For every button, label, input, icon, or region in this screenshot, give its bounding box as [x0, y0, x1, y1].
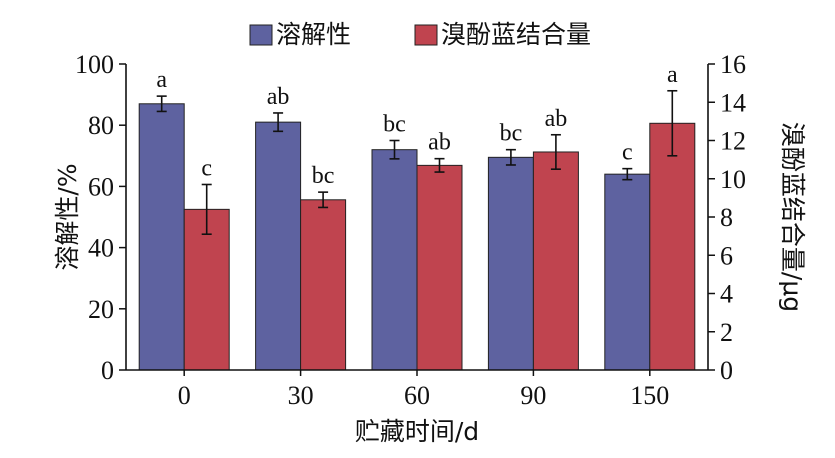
- y-axis-right-title: 溴酚蓝结合量/μg: [778, 122, 807, 312]
- significance-label: c: [201, 155, 212, 181]
- significance-label: ab: [545, 106, 568, 132]
- significance-label: ab: [428, 130, 451, 156]
- x-tick-label: 30: [288, 381, 314, 410]
- legend-label-solubility: 溶解性: [276, 20, 351, 49]
- x-tick-label: 60: [404, 381, 430, 410]
- y-left-tick-label: 80: [88, 111, 114, 140]
- legend: 溶解性 溴酚蓝结合量: [249, 20, 591, 49]
- x-tick-label: 150: [630, 381, 669, 410]
- y-right-tick-label: 0: [720, 356, 733, 385]
- bar-solubility-150: [604, 173, 651, 371]
- bar-solubility-60: [371, 149, 418, 371]
- y-right-tick-label: 14: [720, 88, 746, 117]
- legend-swatch-solubility: [249, 24, 273, 46]
- y-right-tick-label: 2: [720, 318, 733, 347]
- x-tick-label: 0: [178, 381, 191, 410]
- bar-solubility-30: [255, 121, 302, 371]
- x-tick-label: 90: [520, 381, 546, 410]
- significance-label: bc: [500, 121, 523, 147]
- y-right-tick-label: 10: [720, 165, 746, 194]
- y-right-tick-label: 6: [720, 241, 733, 270]
- y-axis-left-title: 溶解性/%: [53, 163, 82, 270]
- y-right-tick-label: 8: [720, 203, 733, 232]
- legend-label-bpb: 溴酚蓝结合量: [441, 20, 591, 49]
- significance-label: a: [667, 62, 678, 88]
- y-left-tick-label: 40: [88, 234, 114, 263]
- significance-label: c: [622, 140, 633, 166]
- plot-area: ac0abbc30bcab60bcab90ca15002040608010002…: [75, 50, 746, 410]
- significance-label: a: [156, 67, 167, 93]
- significance-label: bc: [312, 163, 335, 189]
- bar-bpb-150: [649, 122, 696, 371]
- bar-bpb-60: [416, 164, 463, 371]
- y-left-tick-label: 60: [88, 172, 114, 201]
- y-right-tick-label: 12: [720, 127, 746, 156]
- y-left-tick-label: 0: [101, 356, 114, 385]
- bar-solubility-0: [138, 103, 185, 371]
- bar-solubility-90: [487, 156, 534, 371]
- bar-bpb-0: [183, 208, 230, 371]
- y-right-tick-label: 16: [720, 50, 746, 79]
- x-axis-title: 贮藏时间/d: [355, 417, 479, 446]
- bar-bpb-90: [532, 151, 579, 371]
- significance-label: bc: [383, 112, 406, 138]
- significance-label: ab: [267, 84, 290, 110]
- bar-bpb-30: [300, 199, 347, 371]
- y-left-tick-label: 20: [88, 295, 114, 324]
- y-right-tick-label: 4: [720, 280, 733, 309]
- legend-swatch-bpb: [414, 24, 438, 46]
- y-left-tick-label: 100: [75, 50, 114, 79]
